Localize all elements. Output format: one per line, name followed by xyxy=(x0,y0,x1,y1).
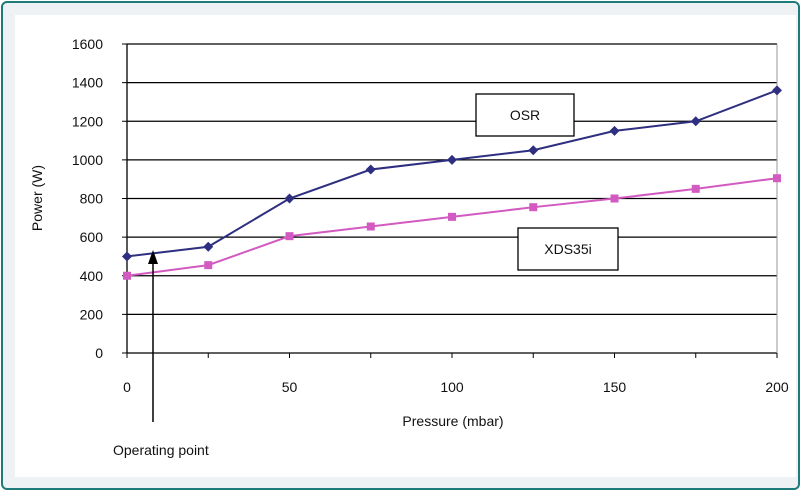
data-point-osr xyxy=(528,145,539,156)
data-point-xds35i xyxy=(529,203,538,212)
chart-area xyxy=(15,15,796,477)
series-line-xds35i xyxy=(126,177,778,277)
label-box xyxy=(475,93,575,137)
data-point-osr xyxy=(772,85,782,96)
x-tick-label: 200 xyxy=(765,379,789,395)
y-tick-label: 0 xyxy=(95,345,103,361)
series-labels: OSR XDS35i xyxy=(475,93,619,271)
y-tick-label: 1400 xyxy=(72,75,103,91)
y-tick-label: 400 xyxy=(80,268,104,284)
data-point-xds35i xyxy=(773,174,781,183)
x-tick-label: 150 xyxy=(603,379,627,395)
x-tick-label: 0 xyxy=(123,379,131,395)
data-point-xds35i xyxy=(610,194,619,203)
x-tick-label: 100 xyxy=(440,379,464,395)
axes xyxy=(122,43,778,358)
data-point-xds35i xyxy=(448,212,456,221)
operating-point-annotation: Operating point xyxy=(113,250,209,458)
data-point-xds35i xyxy=(366,222,375,231)
data-point-xds35i xyxy=(204,261,213,270)
y-tick-label: 600 xyxy=(80,229,104,245)
data-point-xds35i xyxy=(123,271,131,280)
label-text: XDS35i xyxy=(544,241,591,257)
y-tick-label: 1200 xyxy=(72,113,103,129)
x-tick-label: 50 xyxy=(282,379,298,395)
label-box xyxy=(517,227,619,271)
y-tick-label: 200 xyxy=(80,306,104,322)
y-tick-labels: 0 200 400 600 800 1000 1200 1400 1600 xyxy=(72,36,103,361)
x-tick-labels: 0 50 100 150 200 xyxy=(123,379,789,395)
annotation-arrow-head xyxy=(148,250,158,264)
annotation-text: Operating point xyxy=(113,442,209,458)
series-line-osr xyxy=(126,89,778,258)
data-point-osr xyxy=(365,164,376,175)
label-text: OSR xyxy=(510,107,540,123)
data-point-osr xyxy=(690,116,701,127)
y-tick-label: 1000 xyxy=(72,152,103,168)
data-point-xds35i xyxy=(691,184,700,193)
gridlines xyxy=(127,43,777,316)
data-point-osr xyxy=(609,125,620,136)
data-point-osr xyxy=(122,251,132,262)
y-tick-label: 1600 xyxy=(72,36,103,52)
y-axis-title: Power (W) xyxy=(29,165,45,231)
data-point-osr xyxy=(284,193,295,204)
series-label-osr: OSR xyxy=(475,93,575,137)
series-group xyxy=(122,85,782,280)
series-label-xds35i: XDS35i xyxy=(517,227,619,271)
x-axis-title: Pressure (mbar) xyxy=(402,413,503,429)
data-point-xds35i xyxy=(285,232,294,241)
y-tick-label: 800 xyxy=(80,191,104,207)
data-point-osr xyxy=(447,154,457,165)
data-point-osr xyxy=(203,241,214,252)
